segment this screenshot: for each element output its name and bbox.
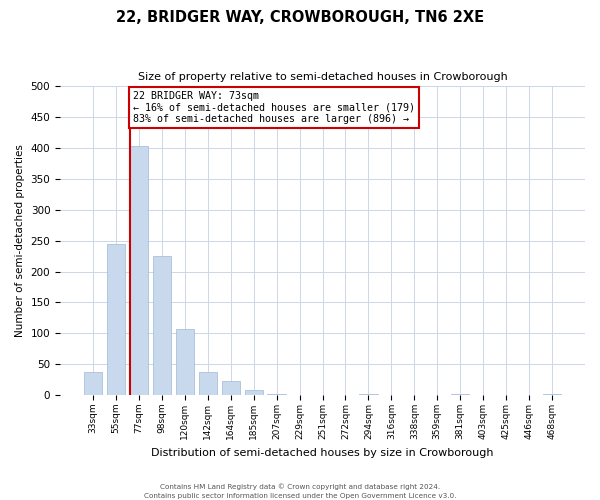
Bar — [543, 394, 561, 395]
Y-axis label: Number of semi-detached properties: Number of semi-detached properties — [15, 144, 25, 337]
Text: 22 BRIDGER WAY: 73sqm
← 16% of semi-detached houses are smaller (179)
83% of sem: 22 BRIDGER WAY: 73sqm ← 16% of semi-deta… — [133, 91, 415, 124]
Bar — [176, 329, 194, 395]
Bar — [84, 372, 102, 395]
Bar — [221, 381, 240, 395]
Bar — [268, 394, 286, 395]
Text: Contains HM Land Registry data © Crown copyright and database right 2024.
Contai: Contains HM Land Registry data © Crown c… — [144, 484, 456, 499]
Bar — [130, 146, 148, 395]
X-axis label: Distribution of semi-detached houses by size in Crowborough: Distribution of semi-detached houses by … — [151, 448, 494, 458]
Bar — [199, 372, 217, 395]
Text: 22, BRIDGER WAY, CROWBOROUGH, TN6 2XE: 22, BRIDGER WAY, CROWBOROUGH, TN6 2XE — [116, 10, 484, 25]
Bar — [359, 394, 377, 395]
Bar — [153, 256, 171, 395]
Bar — [245, 390, 263, 395]
Bar — [107, 244, 125, 395]
Title: Size of property relative to semi-detached houses in Crowborough: Size of property relative to semi-detach… — [137, 72, 508, 83]
Bar — [451, 394, 469, 395]
